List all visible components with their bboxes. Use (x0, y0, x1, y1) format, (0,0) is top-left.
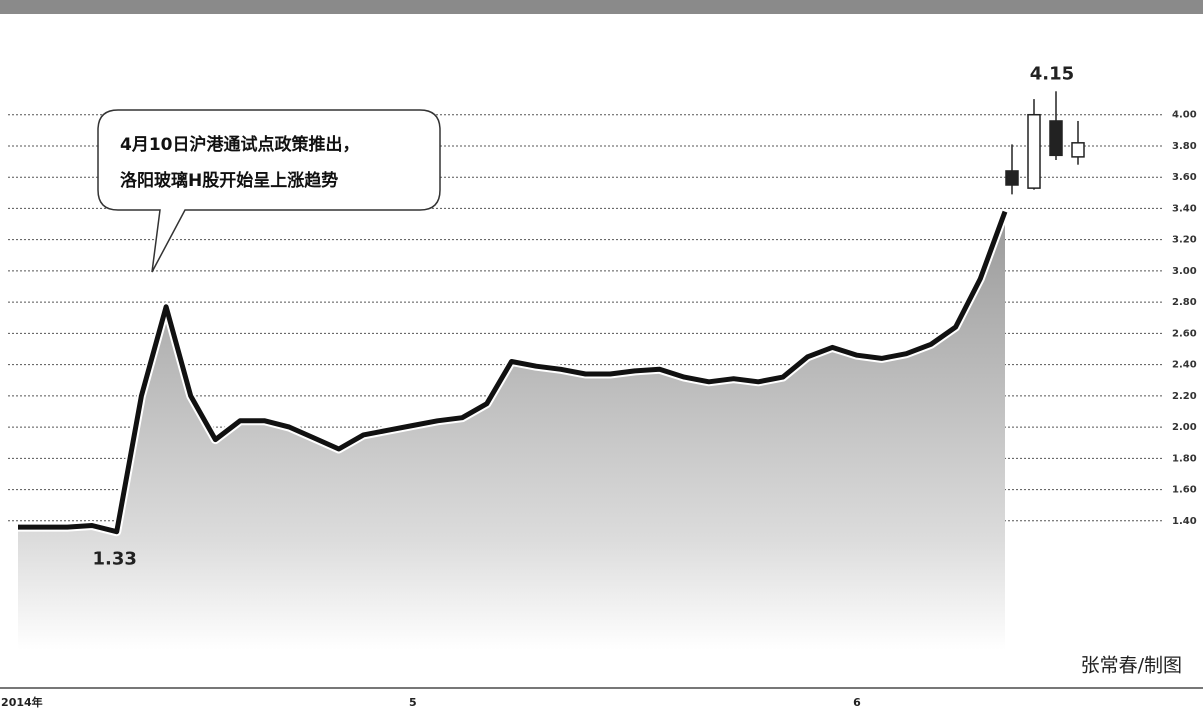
callout: 4月10日沪港通试点政策推出， 洛阳玻璃H股开始呈上涨趋势 (97, 109, 441, 273)
area (18, 211, 1005, 650)
x-tick-label: 6 (853, 696, 861, 709)
line (18, 210, 1008, 535)
high-label: 4.15 (1030, 63, 1074, 84)
callout-bubble (97, 109, 441, 273)
y-tick-label: 3.20 (1172, 235, 1197, 246)
y-tick-label: 2.20 (1172, 391, 1197, 402)
y-tick-label: 2.60 (1172, 328, 1197, 339)
callout-text: 4月10日沪港通试点政策推出， (120, 134, 360, 155)
candle-body (1005, 170, 1019, 186)
y-tick-label: 2.00 (1172, 422, 1197, 433)
y-tick-label: 1.80 (1172, 453, 1197, 464)
y-tick-label: 1.60 (1172, 485, 1197, 496)
y-tick-label: 4.00 (1172, 110, 1197, 121)
y-tick-label: 3.00 (1172, 266, 1197, 277)
y-tick-label: 3.80 (1172, 141, 1197, 152)
candle-body (1071, 142, 1085, 158)
candle-body (1049, 120, 1063, 157)
x-tick-label: 2014年 (1, 695, 43, 709)
top-bar (0, 0, 1203, 14)
low-label: 1.33 (92, 549, 136, 570)
y-tick-label: 2.80 (1172, 297, 1197, 308)
candle-body (1027, 113, 1041, 189)
x-tick-label: 5 (409, 696, 417, 709)
y-tick-label: 3.40 (1172, 203, 1197, 214)
y-tick-label: 3.60 (1172, 172, 1197, 183)
credit: 张常春/制图 (1081, 655, 1182, 677)
plot: 1.33 4.15 (18, 63, 1085, 650)
y-tick-label: 2.40 (1172, 360, 1197, 371)
callout-text: 洛阳玻璃H股开始呈上涨趋势 (120, 170, 338, 191)
y-tick-label: 1.40 (1172, 516, 1197, 527)
